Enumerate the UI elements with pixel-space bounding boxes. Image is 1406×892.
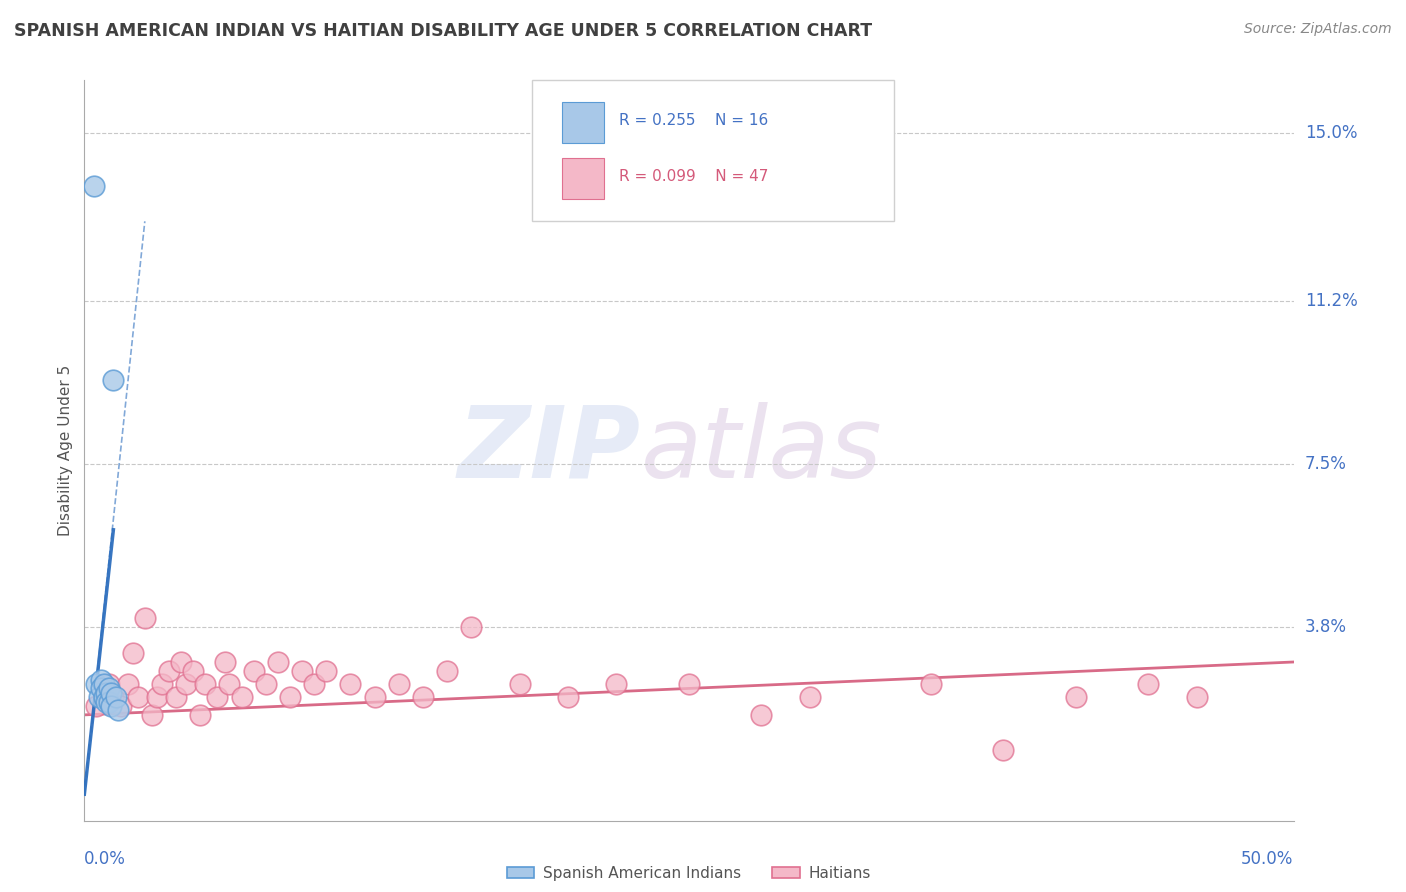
Point xyxy=(87,690,110,705)
Text: SPANISH AMERICAN INDIAN VS HAITIAN DISABILITY AGE UNDER 5 CORRELATION CHART: SPANISH AMERICAN INDIAN VS HAITIAN DISAB… xyxy=(14,22,872,40)
Point xyxy=(150,677,173,691)
Point xyxy=(302,677,325,691)
Point xyxy=(194,677,217,691)
Point xyxy=(412,690,434,705)
Point xyxy=(117,677,139,691)
Point xyxy=(436,664,458,678)
Point xyxy=(100,699,122,714)
Bar xyxy=(562,103,605,144)
Text: R = 0.255    N = 16: R = 0.255 N = 16 xyxy=(619,113,768,128)
Point xyxy=(605,677,627,691)
Point xyxy=(157,664,180,678)
Point xyxy=(207,690,229,705)
Point xyxy=(121,646,143,660)
Point xyxy=(100,686,122,700)
Point xyxy=(231,690,253,705)
Point xyxy=(181,664,204,678)
Bar xyxy=(562,158,605,199)
Point xyxy=(267,655,290,669)
Text: atlas: atlas xyxy=(641,402,882,499)
Point xyxy=(460,620,482,634)
Point xyxy=(141,707,163,722)
Point xyxy=(94,686,117,700)
Text: 50.0%: 50.0% xyxy=(1241,850,1294,868)
Point xyxy=(1064,690,1087,705)
Point xyxy=(94,695,117,709)
Point xyxy=(103,690,125,705)
Y-axis label: Disability Age Under 5: Disability Age Under 5 xyxy=(58,365,73,536)
Text: ZIP: ZIP xyxy=(457,402,641,499)
Text: 0.0%: 0.0% xyxy=(84,850,127,868)
Point xyxy=(174,677,197,691)
Point xyxy=(242,664,264,678)
Point xyxy=(799,690,821,705)
Point xyxy=(214,655,236,669)
Point xyxy=(127,690,149,705)
Point xyxy=(134,611,156,625)
Point xyxy=(278,690,301,705)
Point xyxy=(104,690,127,705)
Point xyxy=(1185,690,1208,705)
Point xyxy=(103,373,125,387)
Point xyxy=(90,673,112,687)
Text: 11.2%: 11.2% xyxy=(1305,292,1357,310)
Point xyxy=(190,707,212,722)
Text: 15.0%: 15.0% xyxy=(1305,124,1357,142)
Point xyxy=(388,677,411,691)
Point xyxy=(107,703,129,717)
Legend: Spanish American Indians, Haitians: Spanish American Indians, Haitians xyxy=(501,860,877,887)
Point xyxy=(509,677,531,691)
Point xyxy=(97,695,120,709)
Point xyxy=(339,677,361,691)
Point xyxy=(110,699,132,714)
Point xyxy=(993,743,1015,757)
Point xyxy=(315,664,337,678)
Point xyxy=(90,681,112,696)
Text: Source: ZipAtlas.com: Source: ZipAtlas.com xyxy=(1244,22,1392,37)
Point xyxy=(165,690,187,705)
Point xyxy=(557,690,579,705)
Point xyxy=(93,690,115,705)
Text: 3.8%: 3.8% xyxy=(1305,618,1347,636)
Point xyxy=(920,677,942,691)
Point xyxy=(86,699,108,714)
Point xyxy=(254,677,277,691)
Point xyxy=(751,707,773,722)
Text: 7.5%: 7.5% xyxy=(1305,455,1347,473)
FancyBboxPatch shape xyxy=(531,80,894,221)
Point xyxy=(363,690,385,705)
Point xyxy=(170,655,193,669)
Point xyxy=(93,690,115,705)
Point xyxy=(218,677,240,691)
Point xyxy=(83,179,105,194)
Point xyxy=(291,664,314,678)
Point xyxy=(93,677,115,691)
Point xyxy=(97,681,120,696)
Point xyxy=(86,677,108,691)
Text: R = 0.099    N = 47: R = 0.099 N = 47 xyxy=(619,169,768,184)
Point xyxy=(1137,677,1160,691)
Point xyxy=(97,677,120,691)
Point xyxy=(146,690,169,705)
Point xyxy=(678,677,700,691)
